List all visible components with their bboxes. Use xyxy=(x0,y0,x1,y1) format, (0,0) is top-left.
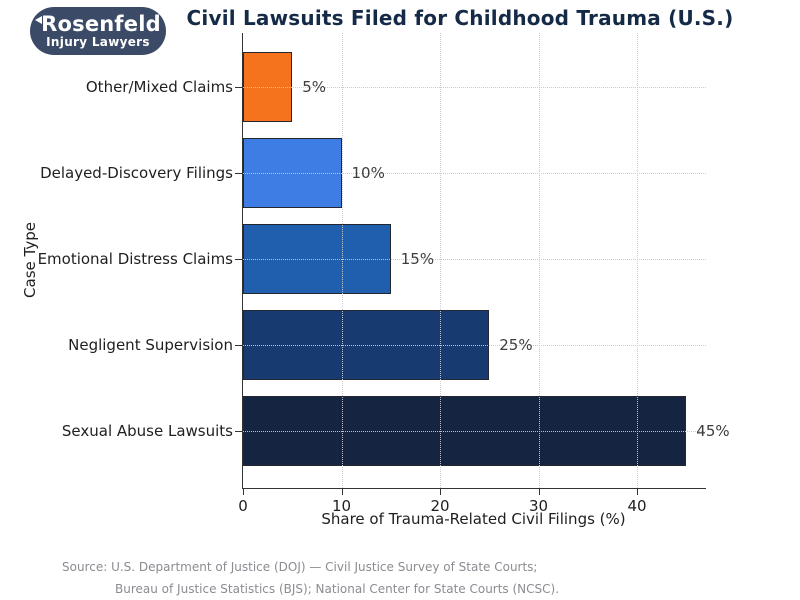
logo-brand-name: Rosenfeld xyxy=(35,13,161,35)
y-axis-tick xyxy=(235,173,242,174)
x-tick-label: 0 xyxy=(238,497,248,515)
x-tick-label: 20 xyxy=(430,497,450,515)
vertical-gridline xyxy=(341,33,343,488)
y-axis-tick xyxy=(235,431,242,432)
value-label: 5% xyxy=(302,78,327,96)
chart-title: Civil Lawsuits Filed for Childhood Traum… xyxy=(186,6,734,30)
horizontal-gridline xyxy=(243,259,706,260)
y-axis-tick xyxy=(235,345,242,346)
x-axis-tick xyxy=(341,488,343,495)
horizontal-gridline xyxy=(243,173,706,174)
y-axis-tick xyxy=(235,259,242,260)
x-tick-label: 40 xyxy=(627,497,647,515)
source-line-1: Source: U.S. Department of Justice (DOJ)… xyxy=(62,560,538,574)
value-label: 45% xyxy=(696,422,730,440)
x-tick-label: 10 xyxy=(331,497,352,515)
y-axis-tick xyxy=(235,87,242,88)
category-label: Sexual Abuse Lawsuits xyxy=(61,422,233,440)
value-label: 10% xyxy=(351,164,385,182)
vertical-gridline xyxy=(538,33,540,488)
category-label: Emotional Distress Claims xyxy=(37,250,233,268)
horizontal-gridline xyxy=(243,345,706,346)
x-axis-tick xyxy=(440,488,442,495)
y-axis-title: Case Type xyxy=(21,222,39,298)
category-label: Delayed-Discovery Filings xyxy=(40,164,233,182)
source-attribution: Source: U.S. Department of Justice (DOJ)… xyxy=(62,556,559,600)
rosenfeld-logo: Rosenfeld Injury Lawyers xyxy=(30,7,166,55)
logo-tagline: Injury Lawyers xyxy=(46,35,150,50)
x-axis-title: Share of Trauma-Related Civil Filings (%… xyxy=(321,510,626,528)
source-line-2: Bureau of Justice Statistics (BJS); Nati… xyxy=(115,582,560,596)
category-label: Negligent Supervision xyxy=(68,336,233,354)
x-axis-tick xyxy=(637,488,639,495)
vertical-gridline xyxy=(440,33,442,488)
x-tick-label: 30 xyxy=(528,497,549,515)
value-label: 25% xyxy=(499,336,533,354)
x-axis-tick xyxy=(243,488,244,495)
value-label: 15% xyxy=(400,250,435,268)
horizontal-gridline xyxy=(243,431,706,432)
horizontal-gridline xyxy=(243,87,706,88)
vertical-gridline xyxy=(637,33,639,488)
x-axis-tick xyxy=(538,488,540,495)
plot-area: 0 10 20 30 40 Other/Mixed Claims 5% Delayed-Dis… xyxy=(38,33,730,515)
logo-arrow-icon xyxy=(35,16,43,25)
logo-brand-text: Rosenfeld xyxy=(41,12,161,37)
category-label: Other/Mixed Claims xyxy=(85,78,233,96)
